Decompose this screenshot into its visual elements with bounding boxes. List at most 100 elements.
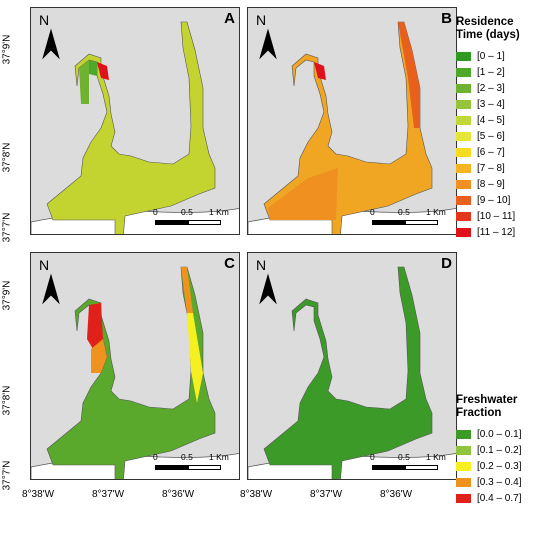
scale-bar-label: 0.5 (398, 207, 410, 217)
map-panel-d: N D 0 0.5 1 Km (247, 252, 457, 480)
legend-residence-label: [2 – 3] (477, 82, 505, 94)
west-arm-patch (89, 60, 97, 76)
legend-residence-item: [11 – 12] (456, 224, 548, 240)
east-arm-patch (398, 22, 420, 128)
legend-residence-label: [4 – 5] (477, 114, 505, 126)
map-panel-b: N B 0 0.5 1 Km (247, 7, 457, 235)
legend-residence-label: [8 – 9] (477, 178, 505, 190)
lat-label-8n-top: 37°8'N (1, 142, 13, 173)
legend-residence-swatch (456, 211, 471, 221)
legend-residence-title-line1: Residence (456, 16, 514, 28)
legend-residence-label: [10 – 11] (477, 210, 516, 222)
north-label: N (256, 12, 267, 28)
transition-patch (91, 339, 107, 373)
scale-bar: 0 0.5 1 Km (153, 452, 235, 472)
legend-residence-swatch (456, 115, 471, 125)
legend-freshwater-label: [0.1 – 0.2] (477, 444, 522, 456)
sw-patch (268, 168, 338, 220)
lon-label-37w-left: 8°37'W (92, 489, 125, 500)
map-svg (248, 21, 456, 234)
legend-freshwater-item: [0.3 – 0.4] (456, 474, 548, 490)
legend-residence-items: [0 – 1] [1 – 2] [2 – 3] [3 – 4] [4 – 5] [5 – … (456, 48, 548, 240)
legend-residence-label: [1 – 2] (477, 66, 505, 78)
scale-bar-black-segment (155, 220, 188, 225)
lat-label-9n-bottom: 37°9'N (1, 280, 13, 311)
legend-residence-swatch (456, 99, 471, 109)
hotspot-patch (97, 62, 109, 80)
map-panel-c: N C 0 0.5 1 Km (30, 252, 240, 480)
legend-freshwater-item: [0.2 – 0.3] (456, 458, 548, 474)
legend-residence-swatch (456, 67, 471, 77)
legend-freshwater-swatch (456, 477, 471, 487)
legend-residence-swatch (456, 195, 471, 205)
legend-freshwater-item: [0.0 – 0.1] (456, 426, 548, 442)
lon-label-38w-left: 8°38'W (22, 489, 55, 500)
legend-residence-item: [9 – 10] (456, 192, 548, 208)
lagoon-water-body (46, 21, 216, 234)
panel-letter: C (224, 255, 235, 272)
scale-bar: 0 0.5 1 Km (370, 452, 452, 472)
scale-bar: 0 0.5 1 Km (153, 207, 235, 227)
legend-residence-item: [10 – 11] (456, 208, 548, 224)
north-label: N (39, 257, 50, 273)
scale-bar-label: 0 (153, 452, 158, 462)
map-panel-a: N A 0 0.5 1 Km (30, 7, 240, 235)
lon-label-36w-left: 8°36'W (162, 489, 195, 500)
scale-bar-label: 0 (370, 207, 375, 217)
north-arrow-icon (259, 273, 277, 305)
map-svg (31, 21, 239, 234)
lon-label-38w-right: 8°38'W (240, 489, 273, 500)
legend-freshwater-swatch (456, 429, 471, 439)
scale-bar: 0 0.5 1 Km (370, 207, 452, 227)
scale-bar-label: 1 Km (209, 452, 229, 462)
lon-label-37w-right: 8°37'W (310, 489, 343, 500)
legend-residence-label: [6 – 7] (477, 146, 505, 158)
scale-bar-white-segment (188, 465, 221, 470)
legend-residence-label: [5 – 6] (477, 130, 505, 142)
legend-residence-time: Residence Time (days) [0 – 1] [1 – 2] [2 –… (456, 16, 548, 240)
legend-freshwater-swatch (456, 493, 471, 503)
map-svg (31, 266, 239, 479)
scale-bar-label: 1 Km (209, 207, 229, 217)
legend-freshwater-title-line2: Fraction (456, 407, 502, 419)
legend-residence-swatch (456, 51, 471, 61)
scale-bar-label: 1 Km (426, 207, 446, 217)
legend-freshwater-label: [0.2 – 0.3] (477, 460, 522, 472)
lat-label-8n-bottom: 37°8'N (1, 385, 13, 416)
panel-letter: A (224, 10, 235, 27)
legend-residence-swatch (456, 227, 471, 237)
scale-bar-label: 1 Km (426, 452, 446, 462)
legend-residence-item: [7 – 8] (456, 160, 548, 176)
hotspot-patch (87, 303, 103, 349)
legend-residence-item: [3 – 4] (456, 96, 548, 112)
legend-freshwater-title: Freshwater Fraction (456, 394, 548, 420)
scale-bar-label: 0.5 (181, 452, 193, 462)
north-arrow-icon (42, 273, 60, 305)
legend-residence-swatch (456, 163, 471, 173)
legend-residence-label: [7 – 8] (477, 162, 505, 174)
legend-freshwater-fraction: Freshwater Fraction [0.0 – 0.1] [0.1 – 0.… (456, 394, 548, 506)
legend-freshwater-swatch (456, 461, 471, 471)
scale-bar-black-segment (155, 465, 188, 470)
scale-bar-black-segment (372, 465, 405, 470)
legend-residence-item: [1 – 2] (456, 64, 548, 80)
panel-letter: D (441, 255, 452, 272)
lat-label-9n-top: 37°9'N (1, 34, 13, 65)
scale-bar-label: 0 (153, 207, 158, 217)
legend-residence-item: [0 – 1] (456, 48, 548, 64)
legend-residence-item: [5 – 6] (456, 128, 548, 144)
legend-freshwater-item: [0.1 – 0.2] (456, 442, 548, 458)
legend-residence-swatch (456, 83, 471, 93)
legend-residence-item: [2 – 3] (456, 80, 548, 96)
legend-residence-title: Residence Time (days) (456, 16, 548, 42)
legend-residence-label: [0 – 1] (477, 50, 505, 62)
north-label: N (256, 257, 267, 273)
east-arm-mid (187, 313, 203, 403)
legend-residence-swatch (456, 147, 471, 157)
scale-bar-white-segment (405, 465, 438, 470)
scale-bar-black-segment (372, 220, 405, 225)
legend-residence-swatch (456, 179, 471, 189)
lat-label-7n-bottom: 37°7'N (1, 460, 13, 491)
inner-patch (79, 60, 89, 104)
legend-freshwater-label: [0.4 – 0.7] (477, 492, 522, 504)
